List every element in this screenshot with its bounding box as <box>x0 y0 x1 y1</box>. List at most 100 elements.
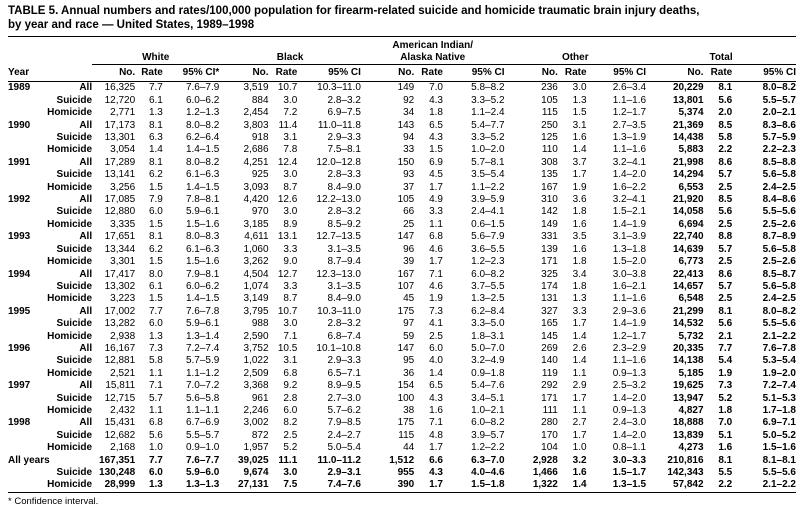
col-header-total-ci: 95% CI <box>732 65 796 83</box>
cell-ci: 3.9–5.9 <box>471 194 505 206</box>
cell-no: 1,074 <box>243 280 269 292</box>
cell-no: 59 <box>403 330 415 342</box>
cell-rate: 5.2 <box>283 442 298 454</box>
year-cell <box>8 281 39 293</box>
cell-ci: 0.6–1.5 <box>471 218 505 230</box>
col-group-other: Other <box>504 40 647 65</box>
cell-no: 119 <box>541 367 558 379</box>
category-cell: Homicide <box>47 144 93 156</box>
cell-ci: 1.7–1.8 <box>762 404 796 416</box>
cell-no: 125 <box>541 132 558 144</box>
cell-rate: 1.4 <box>572 330 587 342</box>
cell-no: 22,413 <box>672 268 704 280</box>
cell-ci: 2.4–3.0 <box>612 417 647 429</box>
cell-ci: 1.4–1.5 <box>185 181 220 193</box>
cell-ci: 3.0–3.3 <box>612 454 647 466</box>
cell-ci: 7.9–8.5 <box>327 417 361 429</box>
table-row: 1998 All 15,431 6.8 6.7–6.9 3,002 8.2 7.9–8.5 17… <box>8 417 796 429</box>
cell-ci: 2.4–2.5 <box>762 181 796 193</box>
cell-rate: 12.4 <box>277 156 298 168</box>
cell-ci: 3.2–4.1 <box>612 194 647 206</box>
cell-rate: 7.3 <box>148 342 163 354</box>
table-row: Suicide 130,248 6.0 5.9–6.0 9,674 3.0 2.9–3.1 9… <box>8 467 796 479</box>
cell-no: 17,002 <box>104 305 136 317</box>
cell-no: 142 <box>541 206 558 218</box>
cell-ci: 8.4–9.0 <box>327 181 361 193</box>
cell-rate: 8.5 <box>718 194 733 206</box>
cell-no: 331 <box>541 231 558 243</box>
cell-ci: 5.9–6.1 <box>185 206 220 218</box>
table-body: 1989 All 16,325 7.7 7.6–7.9 3,519 10.7 10.3–11.… <box>8 82 796 492</box>
cell-ci: 5.6–5.8 <box>185 392 220 404</box>
table-row: Homicide 3,054 1.4 1.4–1.5 2,686 7.8 7.5–8.1 33… <box>8 144 796 156</box>
cell-no: 17,417 <box>104 268 136 280</box>
table-row: Homicide 2,521 1.1 1.1–1.2 2,509 6.8 6.5–7.1 36… <box>8 368 796 380</box>
cell-ci: 5.7–5.9 <box>185 355 220 367</box>
cell-ci: 1.1–1.6 <box>612 293 647 305</box>
cell-rate: 8.5 <box>718 119 733 131</box>
cell-rate: 4.3 <box>429 132 443 144</box>
table-row: Homicide 3,256 1.5 1.4–1.5 3,093 8.7 8.4–9.0 37… <box>8 182 796 194</box>
cell-ci: 5.4–7.7 <box>471 119 505 131</box>
cell-no: 918 <box>251 132 269 144</box>
category-cell: Homicide <box>47 293 93 305</box>
cell-ci: 3.3–5.2 <box>471 132 505 144</box>
cell-no: 3,149 <box>243 293 269 305</box>
cell-rate: 1.3 <box>572 293 587 305</box>
cell-ci: 1.4–2.0 <box>612 429 647 441</box>
cell-rate: 3.0 <box>572 82 587 94</box>
cell-no: 149 <box>541 218 558 230</box>
cell-no: 14,639 <box>672 243 704 255</box>
cell-rate: 3.0 <box>283 206 298 218</box>
category-cell: Suicide <box>56 318 93 330</box>
year-cell <box>8 95 39 107</box>
cell-ci: 12.0–12.8 <box>316 156 361 168</box>
cell-ci: 0.9–1.8 <box>471 367 505 379</box>
cell-no: 310 <box>541 194 558 206</box>
cell-rate: 5.4 <box>718 355 733 367</box>
cell-ci: 1.3–1.9 <box>612 132 647 144</box>
cell-no: 18,888 <box>672 417 704 429</box>
cell-no: 171 <box>541 392 558 404</box>
cell-ci: 8.1–8.1 <box>762 454 796 466</box>
table-row: Homicide 2,168 1.0 0.9–1.0 1,957 5.2 5.0–5.4 44… <box>8 442 796 454</box>
cell-no: 1,466 <box>532 467 558 478</box>
cell-rate: 6.0 <box>429 342 443 354</box>
cell-rate: 13.1 <box>277 231 298 243</box>
cell-no: 970 <box>251 206 269 218</box>
cell-no: 2,509 <box>243 367 269 379</box>
cell-rate: 5.8 <box>148 355 163 367</box>
cell-rate: 5.6 <box>718 94 733 106</box>
cell-rate: 7.3 <box>718 380 733 392</box>
data-table: White Black American Indian/ Alaska Nati… <box>8 40 796 493</box>
category-cell: Homicide <box>47 404 93 416</box>
cell-no: 4,504 <box>243 268 269 280</box>
cell-rate: 6.0 <box>148 467 163 478</box>
cell-no: 149 <box>397 82 415 94</box>
cell-rate: 1.4 <box>572 144 587 156</box>
col-header-other-ci: 95% CI <box>586 65 647 83</box>
cell-ci: 1.0–2.0 <box>471 144 505 156</box>
cell-rate: 1.1 <box>429 218 443 230</box>
year-cell <box>8 219 39 231</box>
cell-no: 174 <box>541 280 558 292</box>
cell-ci: 7.6–7.7 <box>185 454 220 466</box>
cell-ci: 3.5–5.4 <box>471 169 505 181</box>
table-row: Suicide 12,720 6.1 6.0–6.2 884 3.0 2.8–3.2 92 4.… <box>8 95 796 107</box>
cell-rate: 4.3 <box>429 392 443 404</box>
cell-no: 13,302 <box>104 280 136 292</box>
year-cell <box>8 467 39 479</box>
category-cell: All <box>79 417 93 429</box>
cell-no: 147 <box>397 342 415 354</box>
cell-ci: 2.0–2.1 <box>762 107 796 119</box>
cell-ci: 11.0–11.2 <box>317 454 361 466</box>
cell-no: 269 <box>541 342 558 354</box>
cell-no: 2,454 <box>243 107 269 119</box>
cell-no: 2,928 <box>532 454 558 466</box>
cell-rate: 3.1 <box>283 355 298 367</box>
cell-rate: 2.9 <box>572 380 587 392</box>
table-row: Homicide 3,223 1.5 1.4–1.5 3,149 8.7 8.4–9.0 45… <box>8 293 796 305</box>
cell-rate: 1.6 <box>572 218 587 230</box>
cell-ci: 7.9–8.1 <box>185 268 220 280</box>
